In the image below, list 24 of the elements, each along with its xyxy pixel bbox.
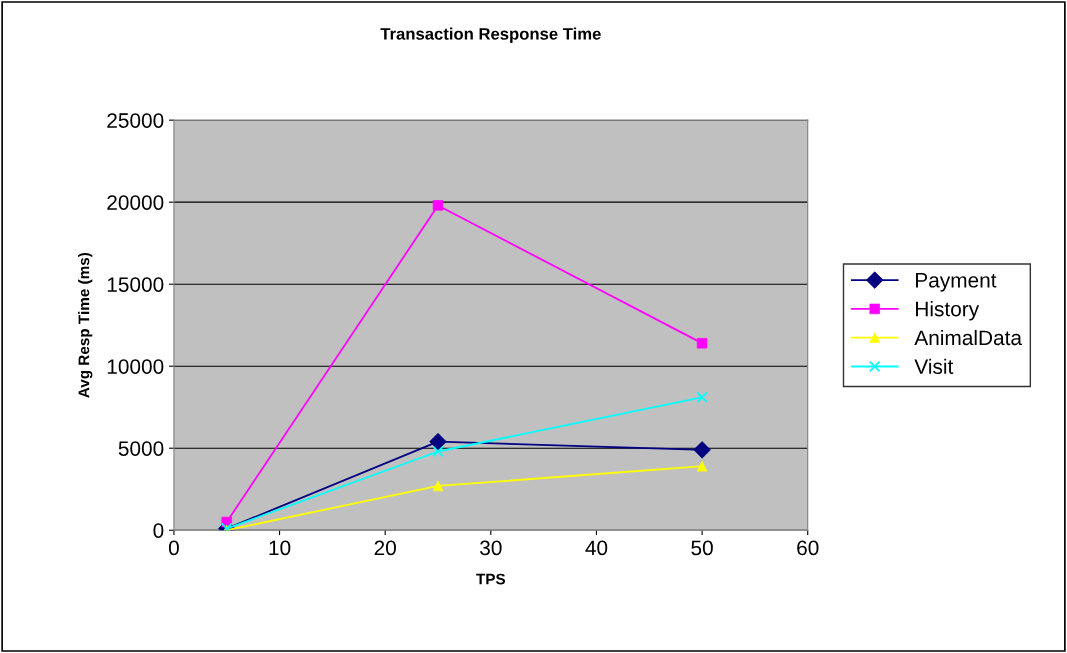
point <box>696 391 708 404</box>
x-tick-label: 0 <box>168 540 179 556</box>
y-tick-label: 0 <box>153 523 164 538</box>
x-tick-label: 40 <box>585 540 608 556</box>
point <box>432 445 444 458</box>
y-tick-label: 5000 <box>118 441 164 456</box>
y-tick-label: 15000 <box>107 277 164 292</box>
y-tick-label: 20000 <box>107 195 164 210</box>
legend-label: AnimalData <box>914 329 1023 346</box>
chart-title: Transaction Response Time <box>380 27 601 44</box>
legend-label: History <box>916 301 980 321</box>
legend-label: Payment <box>916 273 997 292</box>
x-tick-label: 50 <box>691 540 713 556</box>
y-tick-label: 25000 <box>107 113 164 128</box>
point <box>693 441 711 459</box>
y-tick-label: 10000 <box>107 359 164 374</box>
x-tick-label: 30 <box>480 540 502 556</box>
x-tick-label: 60 <box>797 540 819 556</box>
x-tick-label: 20 <box>374 540 396 556</box>
x-axis-title: TPS <box>476 573 506 585</box>
point <box>429 432 447 451</box>
x-tick-label: 10 <box>269 540 291 556</box>
y-axis-title: Avg Resp Time (ms) <box>78 252 93 398</box>
legend-label: Visit <box>914 358 954 374</box>
